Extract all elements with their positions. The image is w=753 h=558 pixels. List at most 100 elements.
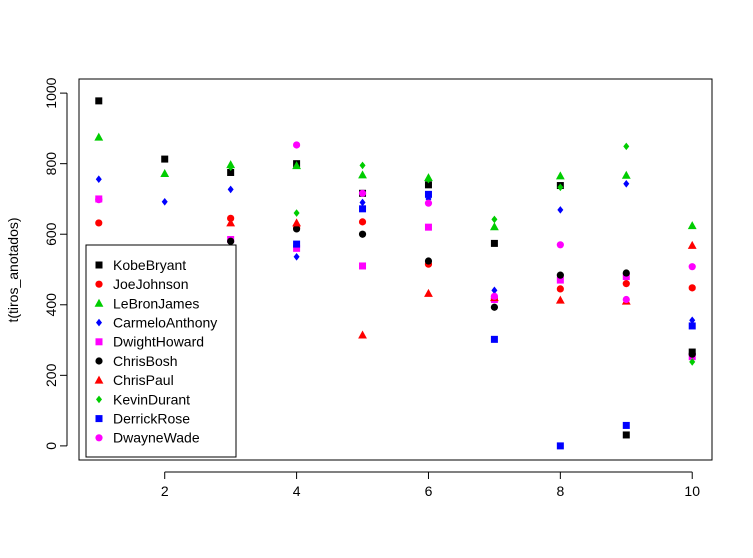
data-point xyxy=(491,215,498,224)
data-point xyxy=(94,132,104,141)
data-point xyxy=(687,221,697,230)
data-point xyxy=(424,288,433,297)
data-point xyxy=(425,175,432,184)
series-CarmeloAnthony xyxy=(95,175,696,325)
data-point xyxy=(490,222,499,231)
data-point xyxy=(358,230,367,238)
data-point xyxy=(490,303,499,311)
legend-marker xyxy=(95,357,103,365)
data-point xyxy=(556,276,564,284)
data-point xyxy=(292,161,301,170)
data-point xyxy=(95,219,103,227)
data-point xyxy=(424,199,433,207)
legend-marker xyxy=(95,434,103,442)
legend-label: KevinDurant xyxy=(113,391,190,407)
data-point xyxy=(424,181,432,189)
data-point xyxy=(424,190,432,198)
data-point xyxy=(623,179,630,188)
data-point xyxy=(358,330,367,339)
legend-label: DwayneWade xyxy=(113,430,200,446)
data-point xyxy=(293,244,301,252)
data-point xyxy=(424,257,433,265)
data-point xyxy=(557,183,564,192)
data-point xyxy=(490,239,498,247)
y-tick-label: 800 xyxy=(43,152,59,176)
data-point xyxy=(95,196,103,204)
data-point xyxy=(491,286,498,295)
data-point xyxy=(490,335,498,343)
data-point xyxy=(688,322,696,330)
x-tick-label: 8 xyxy=(556,483,564,499)
data-point xyxy=(358,170,367,179)
data-point xyxy=(292,141,301,149)
y-axis: 0 200 400 600 800 1000 xyxy=(43,77,68,450)
data-point xyxy=(621,170,631,179)
legend-marker xyxy=(95,261,103,269)
data-point xyxy=(359,161,366,170)
data-point xyxy=(425,195,432,203)
legend-marker xyxy=(94,375,104,384)
legend-marker xyxy=(95,280,103,288)
plot-frame xyxy=(78,78,713,461)
data-point xyxy=(688,350,696,358)
y-tick-label: 200 xyxy=(43,363,59,387)
x-tick-label: 2 xyxy=(161,483,169,499)
data-point xyxy=(227,237,235,245)
data-point xyxy=(292,225,301,233)
data-point xyxy=(359,262,367,270)
data-point xyxy=(161,155,169,163)
data-point xyxy=(688,263,696,271)
data-point xyxy=(687,240,697,249)
legend-marker xyxy=(95,415,103,423)
legend-label: ChrisPaul xyxy=(113,372,174,388)
data-point xyxy=(556,271,564,279)
data-point xyxy=(622,431,630,439)
data-point xyxy=(555,171,565,180)
legend-label: KobeBryant xyxy=(113,257,186,273)
data-point xyxy=(490,292,499,300)
legend-label: DerrickRose xyxy=(113,411,190,427)
series-KevinDurant xyxy=(227,142,696,366)
data-point xyxy=(227,163,234,171)
data-point xyxy=(623,142,630,151)
data-point xyxy=(227,168,235,176)
data-point xyxy=(556,442,564,450)
legend-marker xyxy=(95,338,103,346)
legend-label: CarmeloAnthony xyxy=(113,315,217,331)
data-point xyxy=(622,421,630,429)
legend-marker xyxy=(94,298,104,307)
data-point xyxy=(557,206,564,214)
y-tick-label: 0 xyxy=(43,442,59,450)
data-point xyxy=(293,209,300,217)
data-point xyxy=(161,197,168,206)
y-axis-title: t(tiros_anotados) xyxy=(5,217,21,322)
legend-box xyxy=(85,244,237,458)
data-point xyxy=(689,316,696,325)
data-point xyxy=(688,284,696,292)
legend-label: ChrisBosh xyxy=(113,353,178,369)
data-point xyxy=(689,358,696,366)
y-tick-label: 1000 xyxy=(43,77,59,108)
legend: KobeBryant JoeJohnson LeBronJames CarmeloAn… xyxy=(85,244,237,458)
legend-label: LeBronJames xyxy=(113,295,199,311)
x-tick-label: 6 xyxy=(425,483,433,499)
data-point xyxy=(622,280,630,288)
x-tick-label: 4 xyxy=(293,483,301,499)
legend-label: DwightHoward xyxy=(113,334,204,350)
x-tick-label: 10 xyxy=(684,483,700,499)
data-point xyxy=(226,218,236,227)
y-tick-label: 400 xyxy=(43,293,59,317)
series-DwayneWade xyxy=(95,141,696,304)
data-point xyxy=(293,253,300,261)
data-point xyxy=(556,241,564,249)
series-LeBronJames xyxy=(94,132,697,231)
data-point xyxy=(292,218,301,227)
data-point xyxy=(359,205,367,213)
data-point xyxy=(358,189,367,197)
series-DerrickRose xyxy=(293,190,696,450)
data-point xyxy=(424,223,432,231)
legend-label: JoeJohnson xyxy=(113,276,189,292)
y-tick-label: 600 xyxy=(43,222,59,246)
data-point xyxy=(95,175,102,183)
